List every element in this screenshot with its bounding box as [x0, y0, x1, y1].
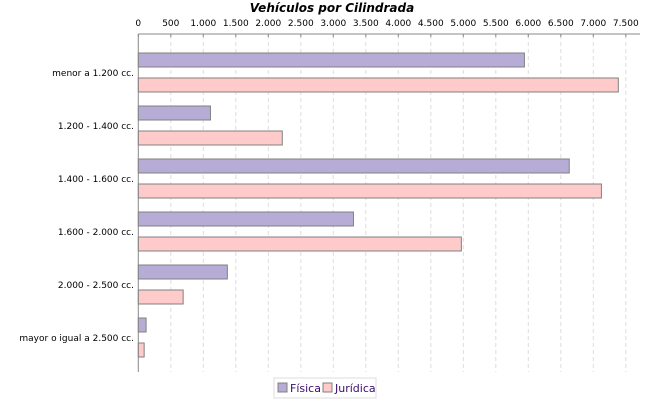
x-tick-label: 0: [135, 19, 141, 29]
x-tick-label: 3.500: [353, 19, 379, 29]
bar-fisica: [137, 158, 570, 174]
bar-fisica: [137, 52, 525, 68]
bar-fisica: [137, 317, 147, 333]
x-tick-label: 4.000: [385, 19, 411, 29]
bar-juridica: [137, 342, 145, 358]
x-tick-label: 2.500: [288, 19, 314, 29]
x-tick-label: 1.500: [223, 19, 249, 29]
x-tick-label: 5.000: [450, 19, 476, 29]
bar-juridica: [137, 236, 462, 252]
x-tick-label: 6.500: [548, 19, 574, 29]
bar-fisica: [137, 264, 228, 280]
chart-title: Vehículos por Cilindrada: [250, 1, 414, 15]
legend: Física Jurídica: [273, 377, 377, 399]
bar-fisica: [137, 105, 211, 121]
y-tick-label: 1.600 - 2.000 cc.: [58, 228, 134, 238]
bar-fisica: [137, 211, 354, 227]
x-axis: 0 500 1.000 1.500 2.000 2.500 3.000 3.500 4.000 4…: [135, 19, 640, 37]
legend-label: Jurídica: [334, 382, 376, 395]
bar-juridica: [137, 77, 619, 93]
bars: [137, 52, 619, 358]
legend-label: Física: [290, 382, 321, 395]
x-tick-label: 5.500: [483, 19, 509, 29]
bar-juridica: [137, 183, 602, 199]
y-tick-label: menor a 1.200 cc.: [52, 69, 134, 79]
x-tick-label: 7.000: [580, 19, 606, 29]
legend-swatch: [322, 382, 333, 393]
y-axis: menor a 1.200 cc. 1.200 - 1.400 cc. 1.400 …: [19, 34, 139, 372]
x-tick-label: 7.500: [613, 19, 639, 29]
x-tick-label: 2.000: [255, 19, 281, 29]
y-tick-label: mayor o igual a 2.500 cc.: [19, 334, 134, 344]
legend-swatch: [277, 382, 288, 393]
x-tick-label: 1.000: [190, 19, 216, 29]
x-tick-label: 500: [162, 19, 179, 29]
x-tick-label: 6.000: [515, 19, 541, 29]
bar-juridica: [137, 130, 283, 146]
y-tick-label: 2.000 - 2.500 cc.: [58, 281, 134, 291]
x-tick-label: 3.000: [320, 19, 346, 29]
y-tick-label: 1.400 - 1.600 cc.: [58, 175, 134, 185]
bar-juridica: [137, 289, 184, 305]
y-tick-label: 1.200 - 1.400 cc.: [58, 122, 134, 132]
x-tick-label: 4.500: [418, 19, 444, 29]
